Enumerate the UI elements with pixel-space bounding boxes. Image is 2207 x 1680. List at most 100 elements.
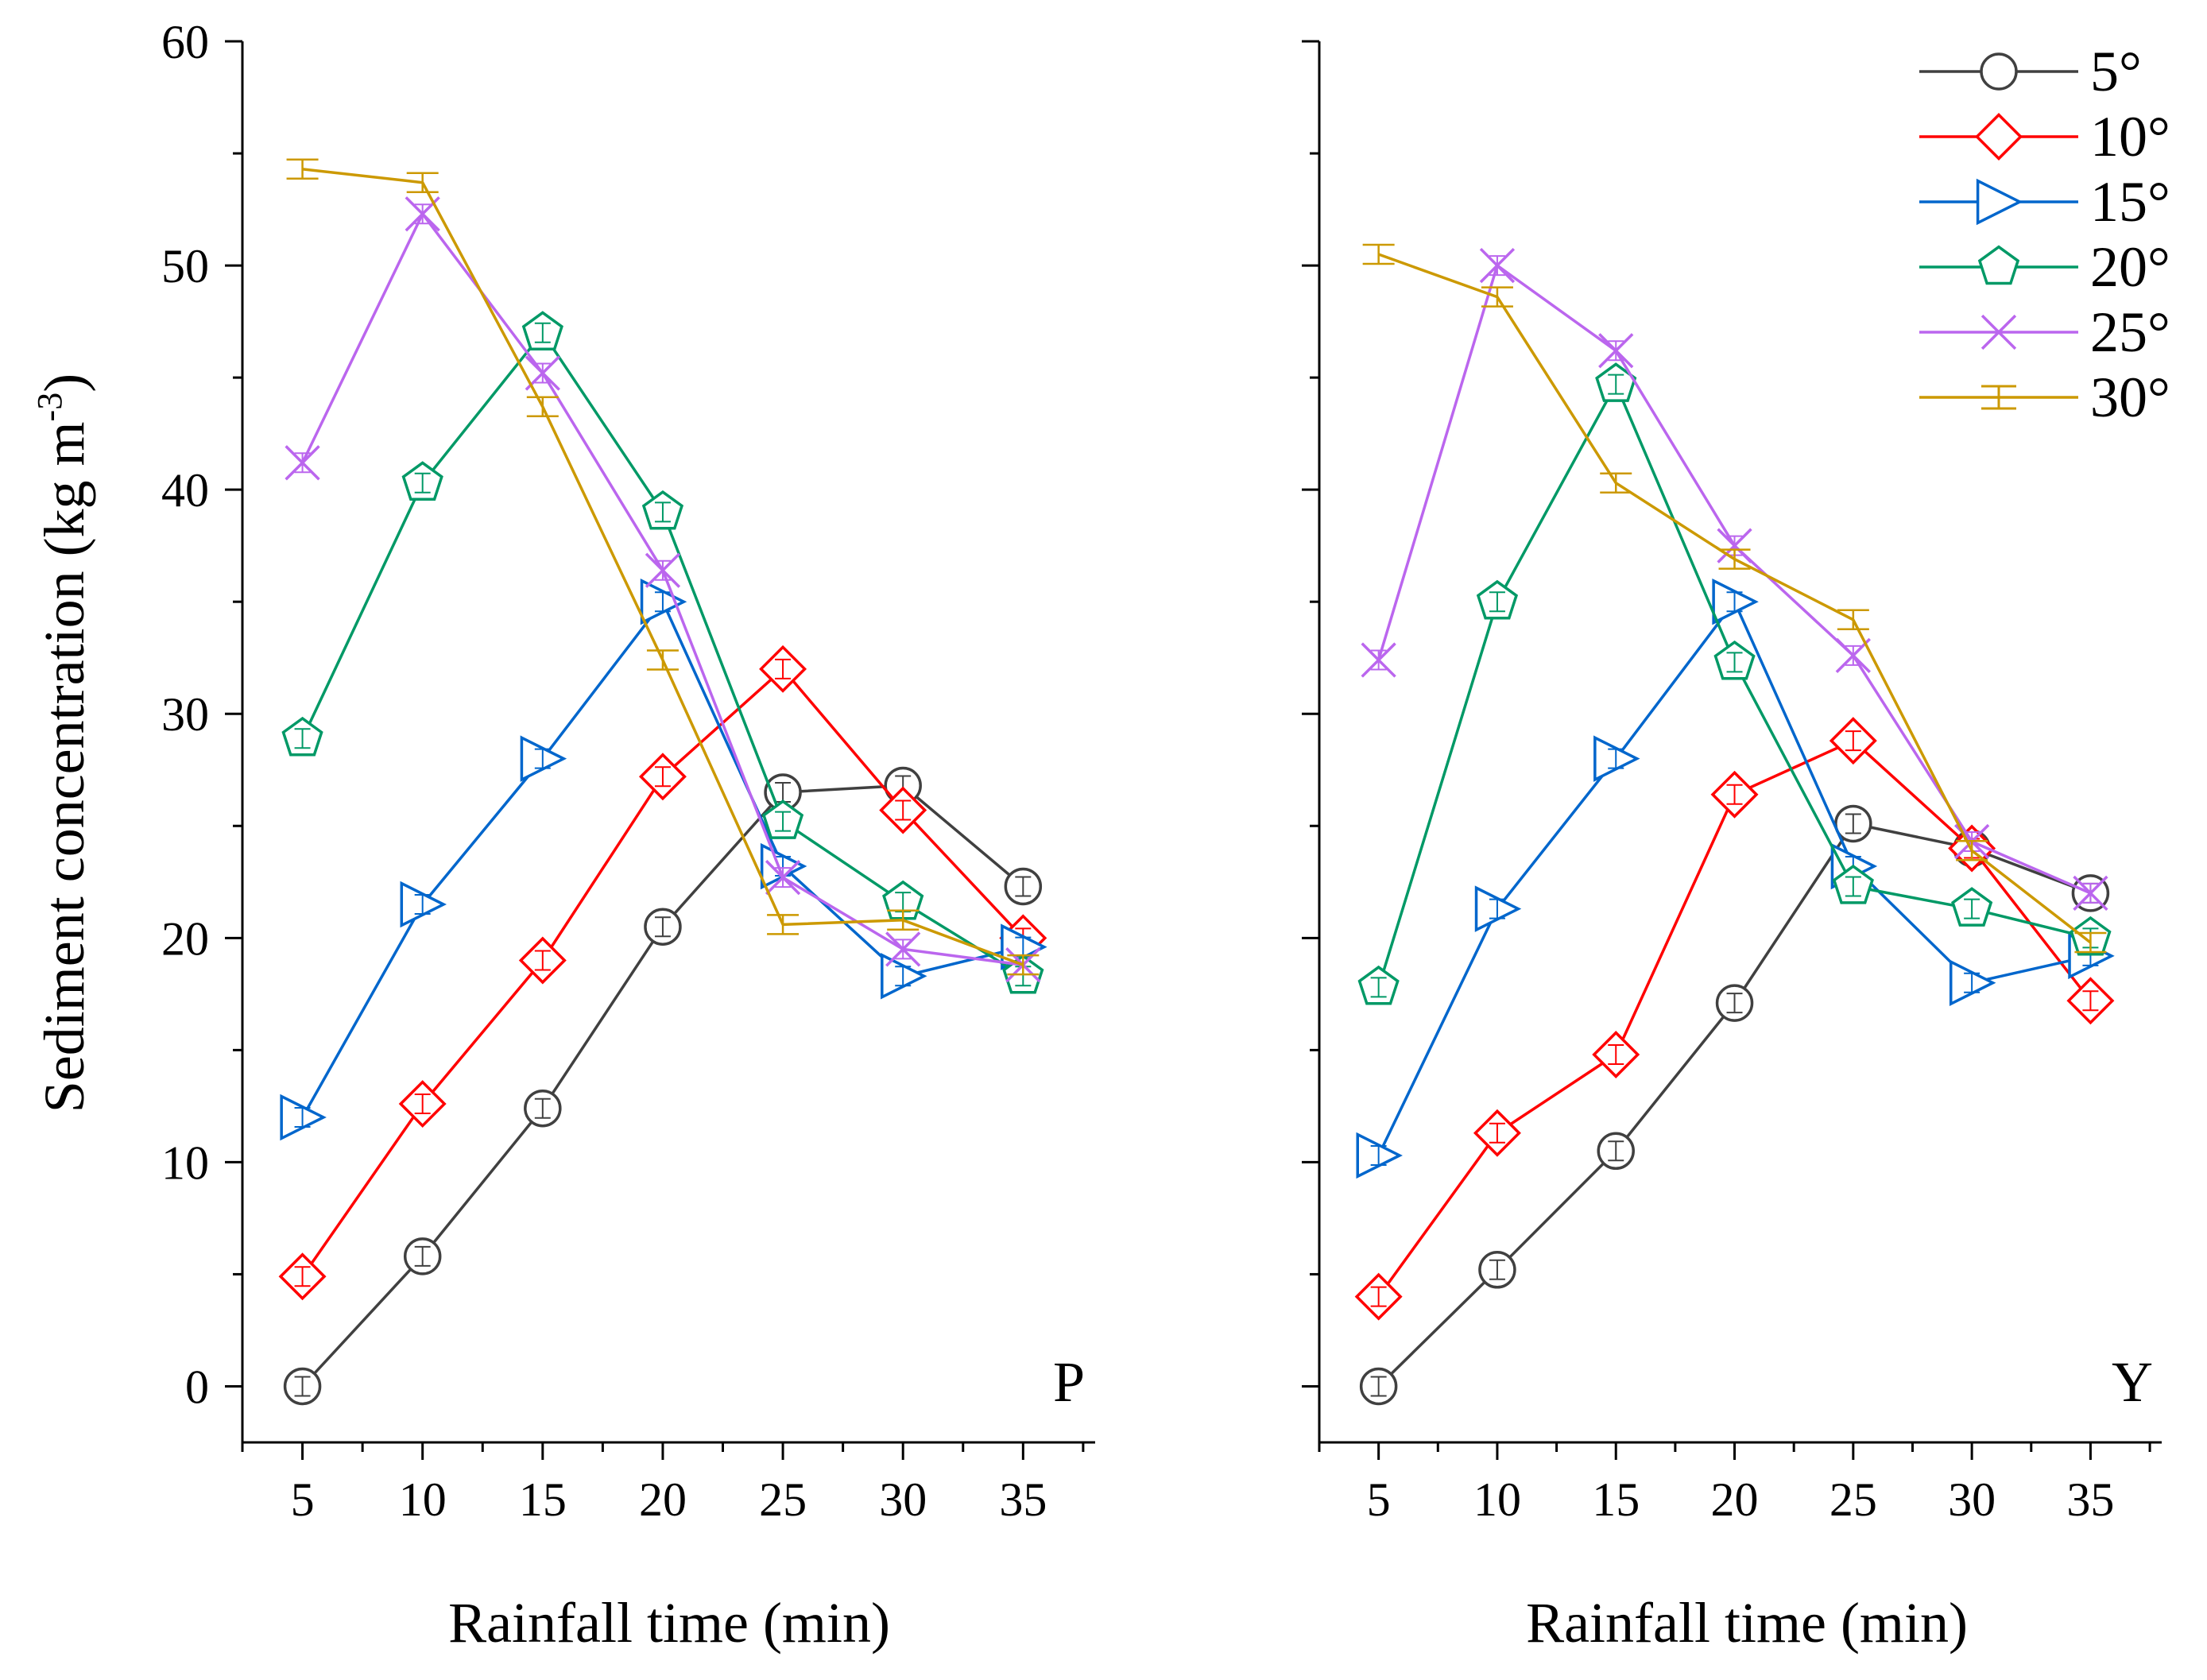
y-tick-label: 60 xyxy=(161,16,209,68)
data-point xyxy=(1362,243,1395,265)
y-tick-label: 50 xyxy=(161,240,209,292)
data-point xyxy=(767,914,800,935)
panel-p-ticks: 0 10 20 30 40 50 60 5 10 15 20 25 30 35 xyxy=(161,16,1085,1526)
data-point xyxy=(1476,579,1519,620)
legend: 5°10°15°20°25°30° xyxy=(1919,40,2170,429)
data-point xyxy=(286,158,319,180)
x-tick-label: 30 xyxy=(879,1473,927,1526)
data-point xyxy=(398,1080,447,1128)
legend-entry: 30° xyxy=(1919,366,2170,429)
legend-label: 30° xyxy=(2090,366,2170,429)
legend-label: 20° xyxy=(2090,235,2170,299)
data-point xyxy=(644,908,682,946)
data-point xyxy=(1361,642,1396,678)
legend-entry: 5° xyxy=(1919,40,2142,103)
data-point xyxy=(1598,333,1634,369)
panel-p: 0 10 20 30 40 50 60 5 10 15 20 25 30 35 P Rainfall ti… xyxy=(30,16,1095,1655)
data-point xyxy=(638,753,687,801)
data-point xyxy=(2073,875,2108,912)
data-point xyxy=(1597,1132,1635,1171)
data-point xyxy=(278,1252,327,1301)
x-tick-label: 30 xyxy=(1948,1473,1996,1526)
marker-circle xyxy=(1980,52,2018,91)
data-point xyxy=(1715,984,1754,1022)
data-point xyxy=(884,766,922,805)
data-point xyxy=(285,445,320,481)
data-point xyxy=(401,461,443,501)
panel-p-series xyxy=(278,158,1047,1406)
series-20deg xyxy=(281,311,1044,994)
data-point xyxy=(1600,472,1632,494)
series-5deg xyxy=(1359,804,2110,1406)
data-point xyxy=(645,552,681,588)
data-point xyxy=(881,953,927,1000)
data-point xyxy=(526,396,559,418)
panel-y-series xyxy=(1354,243,2115,1406)
legend-entry: 25° xyxy=(1919,300,2170,364)
series-line xyxy=(301,784,1024,1388)
data-point xyxy=(403,1237,442,1275)
data-point xyxy=(1829,717,1877,765)
data-point xyxy=(641,490,684,530)
data-point xyxy=(1593,735,1640,782)
legend-label: 5° xyxy=(2090,40,2142,103)
data-point xyxy=(1478,1251,1516,1289)
data-point xyxy=(1004,867,1043,906)
y-tick-label: 0 xyxy=(185,1361,209,1413)
data-point xyxy=(765,860,801,896)
y-tick-label: 20 xyxy=(161,912,209,965)
data-point xyxy=(1712,578,1759,625)
legend-label: 25° xyxy=(2090,300,2170,364)
data-point xyxy=(1835,637,1871,674)
y-label-close: ) xyxy=(33,374,96,393)
data-point xyxy=(759,645,807,693)
data-point xyxy=(761,799,804,839)
legend-entry: 15° xyxy=(1919,170,2170,234)
marker-pentagon xyxy=(1977,245,2020,285)
series-30deg xyxy=(1362,243,2107,954)
data-point xyxy=(887,909,920,931)
panel-y: 5 10 15 20 25 30 35 Y Rainfall time (min) xyxy=(1302,40,2162,1655)
data-point xyxy=(1949,959,1996,1006)
panel-y-label: Y xyxy=(2112,1350,2153,1414)
series-line xyxy=(301,212,1024,966)
data-point xyxy=(520,735,567,782)
x-tick-label: 10 xyxy=(399,1473,447,1526)
series-line xyxy=(1377,600,2091,1156)
data-point xyxy=(2074,931,2107,954)
series-10deg xyxy=(278,645,1047,1301)
data-point xyxy=(281,716,323,757)
series-5deg xyxy=(283,766,1043,1406)
data-point xyxy=(1481,286,1513,308)
x-tick-label: 15 xyxy=(1592,1473,1640,1526)
data-point xyxy=(1832,864,1874,904)
y-tick-label: 40 xyxy=(161,464,209,517)
panel-p-y-axis-label: Sediment concentration (kg m-3) xyxy=(30,374,96,1113)
data-point xyxy=(521,311,563,350)
data-point xyxy=(400,881,447,928)
marker-triangle-right xyxy=(1976,178,2023,226)
x-tick-label: 25 xyxy=(759,1473,807,1526)
series-30deg xyxy=(286,158,1040,976)
series-25deg xyxy=(285,196,1041,983)
panel-p-axes xyxy=(241,41,1095,1444)
data-point xyxy=(1710,770,1759,819)
legend-entry: 20° xyxy=(1919,235,2170,299)
data-point xyxy=(406,172,439,193)
panel-y-ticks: 5 10 15 20 25 30 35 xyxy=(1302,40,2151,1526)
data-point xyxy=(1357,965,1400,1005)
y-label-superscript: -3 xyxy=(30,393,69,422)
marker-diamond xyxy=(1975,113,2023,161)
data-point xyxy=(524,1089,562,1128)
data-point xyxy=(1473,1109,1521,1157)
x-tick-label: 5 xyxy=(1367,1473,1391,1526)
data-point xyxy=(2066,977,2115,1025)
data-point xyxy=(879,786,927,834)
data-point xyxy=(1356,1132,1403,1179)
data-point xyxy=(1956,840,1988,861)
legend-label: 15° xyxy=(2090,170,2170,234)
x-tick-label: 25 xyxy=(1829,1473,1877,1526)
data-point xyxy=(283,1367,322,1406)
panel-p-label: P xyxy=(1053,1350,1085,1414)
